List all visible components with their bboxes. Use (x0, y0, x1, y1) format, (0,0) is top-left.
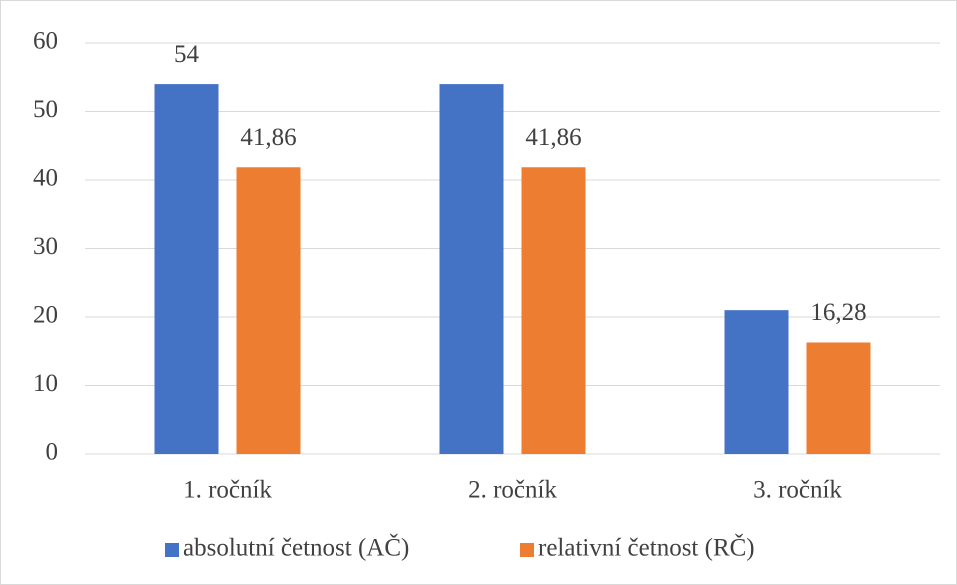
data-label: 54 (174, 41, 200, 68)
y-tick-label: 40 (33, 165, 58, 192)
bar (521, 167, 586, 454)
legend-label: relativní četnost (RČ) (538, 534, 755, 562)
y-tick-label: 0 (46, 439, 59, 466)
y-tick-label: 50 (33, 96, 58, 123)
bar (724, 310, 789, 454)
legend-swatch (520, 543, 534, 557)
x-tick-label: 1. ročník (183, 477, 272, 504)
legend-label: absolutní četnost (AČ) (183, 534, 409, 562)
data-label: 16,28 (810, 299, 866, 326)
x-tick-label: 2. ročník (468, 477, 557, 504)
y-tick-label: 30 (33, 233, 58, 260)
data-label: 41,86 (525, 124, 581, 151)
y-tick-label: 10 (33, 370, 58, 397)
legend-swatch (165, 543, 179, 557)
bar (806, 342, 871, 454)
y-tick-label: 20 (33, 302, 58, 329)
bar (236, 167, 301, 454)
bar (154, 84, 219, 454)
data-label: 41,86 (240, 124, 296, 151)
bar (439, 84, 504, 454)
y-tick-label: 60 (33, 28, 58, 55)
x-tick-label: 3. ročník (753, 477, 842, 504)
